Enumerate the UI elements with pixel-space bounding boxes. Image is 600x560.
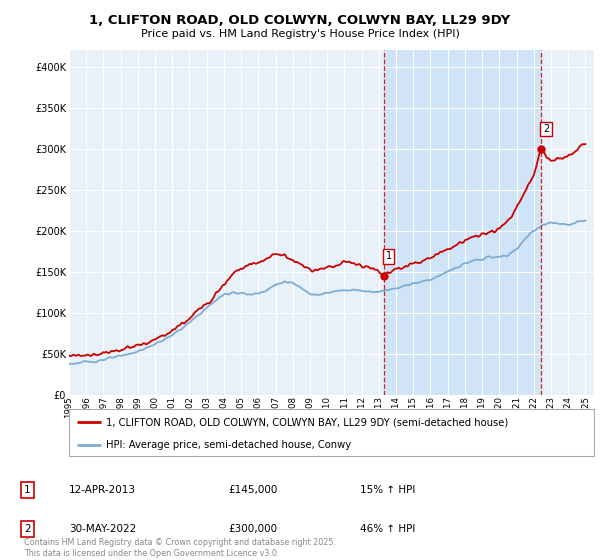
Text: 30-MAY-2022: 30-MAY-2022 — [69, 524, 136, 534]
Text: 1, CLIFTON ROAD, OLD COLWYN, COLWYN BAY, LL29 9DY (semi-detached house): 1, CLIFTON ROAD, OLD COLWYN, COLWYN BAY,… — [106, 417, 508, 427]
Text: £300,000: £300,000 — [228, 524, 277, 534]
Text: HPI: Average price, semi-detached house, Conwy: HPI: Average price, semi-detached house,… — [106, 440, 351, 450]
Text: 2: 2 — [24, 524, 31, 534]
Text: Contains HM Land Registry data © Crown copyright and database right 2025.
This d: Contains HM Land Registry data © Crown c… — [24, 538, 336, 558]
Text: Price paid vs. HM Land Registry's House Price Index (HPI): Price paid vs. HM Land Registry's House … — [140, 29, 460, 39]
Text: £145,000: £145,000 — [228, 485, 277, 495]
Text: 15% ↑ HPI: 15% ↑ HPI — [360, 485, 415, 495]
Text: 1: 1 — [386, 251, 392, 261]
Text: 46% ↑ HPI: 46% ↑ HPI — [360, 524, 415, 534]
Text: 12-APR-2013: 12-APR-2013 — [69, 485, 136, 495]
Text: 1, CLIFTON ROAD, OLD COLWYN, COLWYN BAY, LL29 9DY: 1, CLIFTON ROAD, OLD COLWYN, COLWYN BAY,… — [89, 14, 511, 27]
Bar — [383, 50, 541, 395]
Text: 1: 1 — [24, 485, 31, 495]
Text: 2: 2 — [543, 124, 549, 134]
